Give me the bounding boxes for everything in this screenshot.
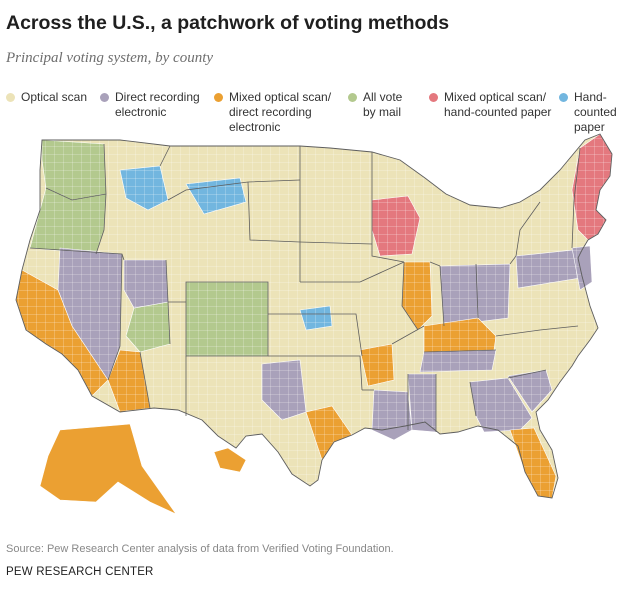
- state-borders: [29, 143, 581, 432]
- legend-item-hand-counted: Hand-counted paper: [559, 90, 640, 135]
- legend-item-mixed-hand: Mixed optical scan/ hand-counted paper: [429, 90, 551, 120]
- legend-swatch-mixed-hand: [429, 93, 438, 102]
- county-grid: [16, 134, 612, 498]
- us-outline: [15, 133, 613, 499]
- legend-item-mixed-dre: Mixed optical scan/ direct recording ele…: [214, 90, 331, 135]
- legend-swatch-hand-counted: [559, 93, 568, 102]
- region-hawaii: [213, 447, 247, 473]
- legend-swatch-vote-by-mail: [348, 93, 357, 102]
- source-note: Source: Pew Research Center analysis of …: [6, 543, 394, 555]
- legend-swatch-dre: [100, 93, 109, 102]
- organization-label: PEW RESEARCH CENTER: [6, 566, 154, 578]
- legend-item-dre: Direct recording electronic: [100, 90, 200, 120]
- legend-label-vote-by-mail: All vote by mail: [363, 90, 403, 119]
- legend-swatch-mixed-dre: [214, 93, 223, 102]
- legend-label-mixed-hand: Mixed optical scan/ hand-counted paper: [444, 90, 552, 119]
- legend-label-mixed-dre: Mixed optical scan/ direct recording ele…: [229, 90, 332, 134]
- legend-swatch-optical-scan: [6, 93, 15, 102]
- legend-item-vote-by-mail: All vote by mail: [348, 90, 402, 120]
- legend: Optical scan Direct recording electronic…: [6, 90, 640, 160]
- region-alaska: [39, 423, 177, 515]
- legend-label-dre: Direct recording electronic: [115, 90, 200, 119]
- chart-subtitle: Principal voting system, by county: [6, 50, 214, 66]
- us-county-map: [15, 133, 613, 515]
- legend-item-optical-scan: Optical scan: [6, 90, 87, 105]
- chart-title: Across the U.S., a patchwork of voting m…: [6, 12, 450, 34]
- legend-label-hand-counted: Hand-counted paper: [574, 90, 617, 134]
- legend-label-optical-scan: Optical scan: [21, 90, 88, 104]
